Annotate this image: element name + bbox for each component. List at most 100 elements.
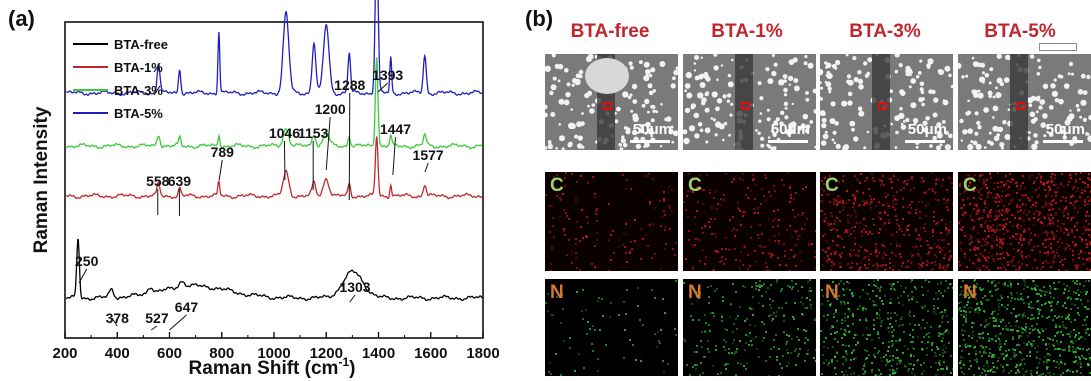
- legend-label: BTA-5%: [114, 106, 163, 121]
- map-pixel: [830, 223, 832, 225]
- map-pixel: [943, 344, 945, 346]
- map-pixel: [890, 243, 892, 245]
- map-pixel: [1026, 370, 1028, 372]
- map-pixel: [987, 280, 989, 282]
- map-pixel: [911, 291, 913, 293]
- map-pixel: [969, 203, 971, 205]
- map-pixel: [908, 313, 910, 315]
- map-pixel: [1060, 341, 1062, 343]
- map-pixel: [1013, 235, 1015, 237]
- map-pixel: [802, 188, 804, 190]
- map-pixel: [969, 360, 971, 362]
- map-pixel: [924, 327, 926, 329]
- map-pixel: [997, 360, 999, 362]
- map-pixel: [720, 198, 722, 200]
- map-pixel: [710, 312, 712, 314]
- map-pixel: [1068, 296, 1070, 298]
- sem-pit: [618, 143, 622, 147]
- map-pixel: [749, 332, 751, 334]
- map-pixel: [828, 224, 830, 226]
- sem-pit: [922, 127, 929, 133]
- map-pixel: [1084, 201, 1086, 203]
- map-pixel: [692, 191, 694, 193]
- scale-bar: [768, 140, 808, 143]
- sem-pit: [783, 87, 788, 93]
- map-pixel: [545, 194, 547, 196]
- map-pixel: [797, 328, 799, 330]
- map-pixel: [1016, 185, 1018, 187]
- map-pixel: [864, 249, 866, 251]
- map-pixel: [555, 353, 557, 355]
- peak-label: 527: [145, 310, 169, 326]
- map-pixel: [909, 212, 911, 214]
- map-pixel: [565, 172, 567, 174]
- map-pixel: [875, 205, 877, 207]
- map-pixel: [856, 263, 858, 265]
- map-pixel: [930, 326, 932, 328]
- map-pixel: [798, 339, 800, 341]
- map-pixel: [702, 249, 704, 251]
- sem-pit: [820, 96, 822, 100]
- map-pixel: [753, 208, 755, 210]
- sem-pit: [936, 122, 942, 128]
- sem-pit: [549, 90, 554, 96]
- sem-pit: [1059, 129, 1065, 135]
- map-pixel: [923, 180, 925, 182]
- map-pixel: [976, 267, 978, 269]
- map-pixel: [721, 316, 723, 318]
- element-label: N: [550, 282, 564, 303]
- map-pixel: [1005, 340, 1007, 342]
- map-pixel: [675, 242, 677, 244]
- map-pixel: [981, 245, 983, 247]
- map-pixel: [1001, 263, 1003, 265]
- map-pixel: [786, 229, 788, 231]
- map-pixel: [925, 205, 927, 207]
- map-pixel: [862, 192, 864, 194]
- peak-label: 1393: [372, 67, 403, 83]
- map-pixel: [601, 298, 603, 300]
- map-pixel: [760, 203, 762, 205]
- map-pixel: [835, 294, 837, 296]
- map-pixel: [744, 286, 746, 288]
- map-pixel: [1084, 319, 1086, 321]
- map-pixel: [924, 305, 926, 307]
- map-pixel: [737, 315, 739, 317]
- map-pixel: [867, 267, 869, 269]
- map-pixel: [1024, 209, 1026, 211]
- map-pixel: [1004, 306, 1006, 308]
- map-pixel: [852, 206, 854, 208]
- map-pixel: [1028, 175, 1030, 177]
- map-pixel: [1021, 194, 1023, 196]
- map-pixel: [821, 373, 823, 375]
- sem-pit: [566, 82, 571, 87]
- sem-pit: [671, 140, 675, 144]
- map-pixel: [776, 281, 778, 283]
- map-pixel: [736, 348, 738, 350]
- sem-pit: [684, 83, 691, 89]
- map-pixel: [587, 321, 589, 323]
- map-pixel: [973, 220, 975, 222]
- map-pixel: [832, 177, 834, 179]
- map-pixel: [782, 355, 784, 357]
- map-pixel: [1072, 195, 1074, 197]
- map-pixel: [707, 340, 709, 342]
- map-pixel: [1003, 219, 1005, 221]
- map-pixel: [1076, 283, 1078, 285]
- map-pixel: [571, 251, 573, 253]
- map-pixel: [881, 300, 883, 302]
- annotation-arrow: [325, 116, 331, 171]
- map-pixel: [1038, 173, 1040, 175]
- map-pixel: [663, 200, 665, 202]
- map-pixel: [724, 328, 726, 330]
- map-pixel: [824, 233, 826, 235]
- map-pixel: [875, 243, 877, 245]
- map-pixel: [899, 253, 901, 255]
- map-pixel: [973, 280, 975, 282]
- map-pixel: [1061, 316, 1063, 318]
- map-pixel: [827, 255, 829, 257]
- map-pixel: [901, 230, 903, 232]
- map-pixel: [950, 182, 952, 184]
- map-pixel: [759, 286, 761, 288]
- sem-pit: [889, 89, 893, 93]
- sem-pit: [1002, 120, 1007, 125]
